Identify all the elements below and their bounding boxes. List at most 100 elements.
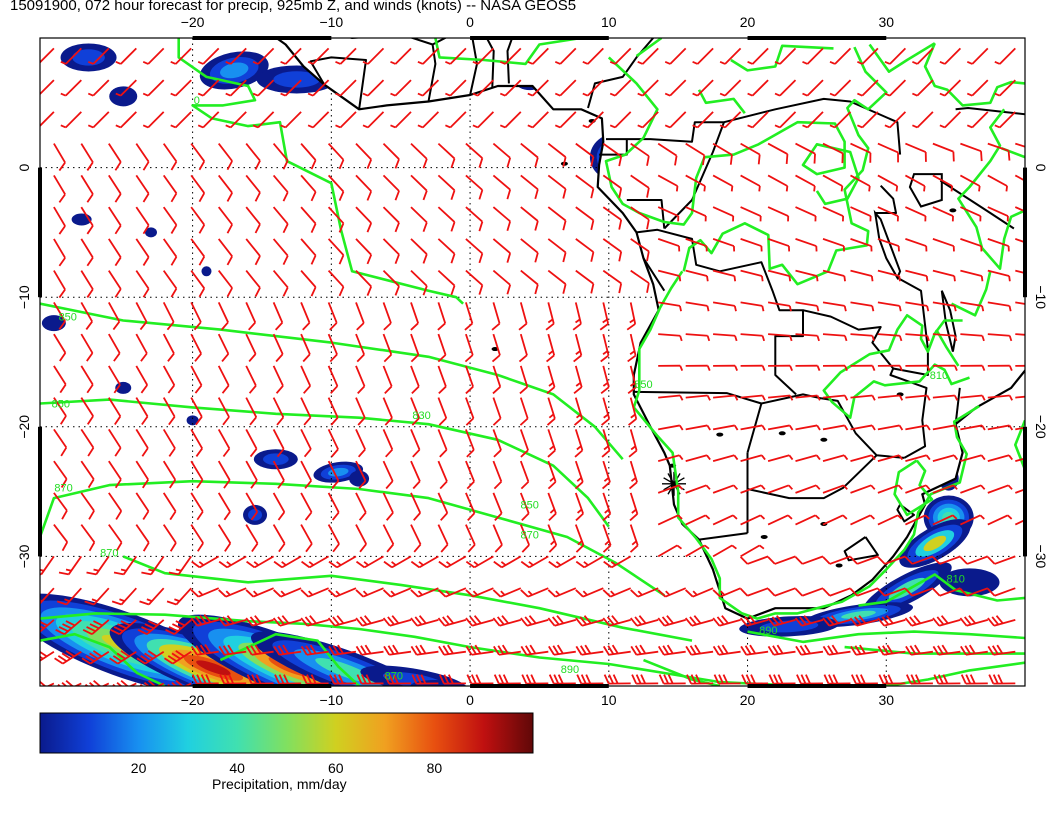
wind-barb <box>139 587 165 606</box>
wind-barb-staff <box>367 111 385 129</box>
wind-barb-flag <box>301 560 311 569</box>
wind-barb <box>994 47 1016 65</box>
wind-barb <box>987 514 1013 526</box>
wind-barb-flag <box>337 644 344 654</box>
wind-barb-staff <box>327 492 340 513</box>
wind-barb <box>84 587 110 606</box>
wind-barb-flag <box>361 674 367 684</box>
wind-barb-staff <box>987 333 1010 337</box>
wind-barb-halfflag <box>575 382 582 387</box>
wind-barb-flag <box>387 645 395 655</box>
wind-barb <box>410 174 428 201</box>
wind-barb-staff <box>987 269 1010 277</box>
wind-barb-staff <box>217 238 233 257</box>
wind-barb <box>53 238 66 267</box>
wind-barb <box>300 143 317 170</box>
wind-barb <box>417 111 440 129</box>
wind-barb <box>300 615 329 627</box>
wind-barb-staff <box>108 301 121 323</box>
wind-barb-staff <box>477 47 495 65</box>
wind-barb-staff <box>932 514 954 526</box>
wind-barb-halfflag <box>1035 514 1039 519</box>
wind-barb-flag <box>364 615 372 624</box>
wind-barb-flag <box>667 674 674 684</box>
wind-barb-halfflag <box>252 92 259 97</box>
wind-barb-staff <box>437 429 448 451</box>
wind-barb-flag <box>813 153 816 164</box>
wind-barb <box>362 79 385 97</box>
wind-barb <box>166 587 192 606</box>
lon-tick-label-bottom: 20 <box>740 692 756 708</box>
wind-barb <box>712 424 739 431</box>
wind-barb-staff <box>657 514 679 526</box>
wind-barb <box>382 365 393 395</box>
wind-barb-flag <box>629 544 639 553</box>
wind-barb <box>802 47 824 65</box>
wind-barb-staff <box>53 397 67 417</box>
wind-barb-flag <box>414 616 423 626</box>
wind-barb-halfflag <box>981 424 986 431</box>
wind-barb <box>545 302 555 331</box>
wind-barb-flag <box>422 190 428 201</box>
wind-barb-halfflag <box>1008 395 1013 401</box>
wind-barb-flag <box>249 616 258 626</box>
wind-barb-halfflag <box>980 484 986 490</box>
wind-barb-flag <box>172 623 182 630</box>
wind-barb-halfflag <box>500 561 507 566</box>
precip-cell <box>144 227 157 238</box>
wind-barb <box>905 514 930 526</box>
wind-barb <box>850 454 876 462</box>
wind-barb-halfflag <box>759 544 765 550</box>
wind-barb <box>162 270 178 298</box>
wind-barb-staff <box>932 206 954 217</box>
wind-barb <box>685 514 711 526</box>
wind-barb-staff <box>795 484 817 494</box>
wind-barb-halfflag <box>549 445 555 451</box>
wind-barb <box>573 397 583 426</box>
wind-barb-halfflag <box>912 124 918 129</box>
wind-barb <box>518 302 528 331</box>
wind-barb <box>692 47 714 65</box>
wind-barb <box>719 111 742 129</box>
wind-barb <box>960 394 986 401</box>
wind-barb <box>933 674 961 685</box>
wind-barb-halfflag <box>87 61 94 65</box>
wind-barb <box>794 555 824 565</box>
wind-barb <box>877 587 906 597</box>
wind-barb-flag <box>277 511 286 521</box>
wind-barb-staff <box>966 587 989 597</box>
wind-barb-halfflag <box>788 275 792 282</box>
wind-barb-flag <box>855 674 862 684</box>
wind-barb-halfflag <box>952 514 958 520</box>
wind-barb-flag <box>169 510 177 521</box>
wind-barb-flag <box>450 158 456 169</box>
wind-barb-staff <box>272 365 284 387</box>
wind-barb-halfflag <box>747 124 753 129</box>
wind-barb <box>327 333 338 363</box>
wind-barb <box>40 555 55 576</box>
wind-barb-staff <box>658 333 681 337</box>
wind-barb-staff <box>712 269 735 277</box>
wind-barb-flag <box>464 354 474 363</box>
wind-barb-flag <box>331 480 340 489</box>
wind-barb-staff <box>696 47 714 65</box>
wind-barb <box>658 424 684 431</box>
wind-barb-staff <box>850 301 873 307</box>
wind-barb-flag <box>58 320 66 330</box>
wind-barb-flag <box>198 160 206 171</box>
wind-barb <box>162 206 178 234</box>
wind-barb <box>493 674 521 685</box>
wind-barb-flag <box>385 480 394 490</box>
wind-barb-halfflag <box>705 484 711 490</box>
lon-tick-label-bottom: 30 <box>878 692 894 708</box>
wind-barb-staff <box>822 514 844 526</box>
wind-barb-halfflag <box>966 92 973 97</box>
wind-barb <box>80 397 94 425</box>
wind-barb <box>492 269 512 295</box>
wind-barb-flag <box>309 615 317 624</box>
wind-barb-halfflag <box>93 568 99 572</box>
wind-barb <box>850 514 875 526</box>
wind-barb-halfflag <box>829 92 836 97</box>
wind-barb-flag <box>116 652 126 660</box>
wind-barb-staff <box>994 587 1016 597</box>
